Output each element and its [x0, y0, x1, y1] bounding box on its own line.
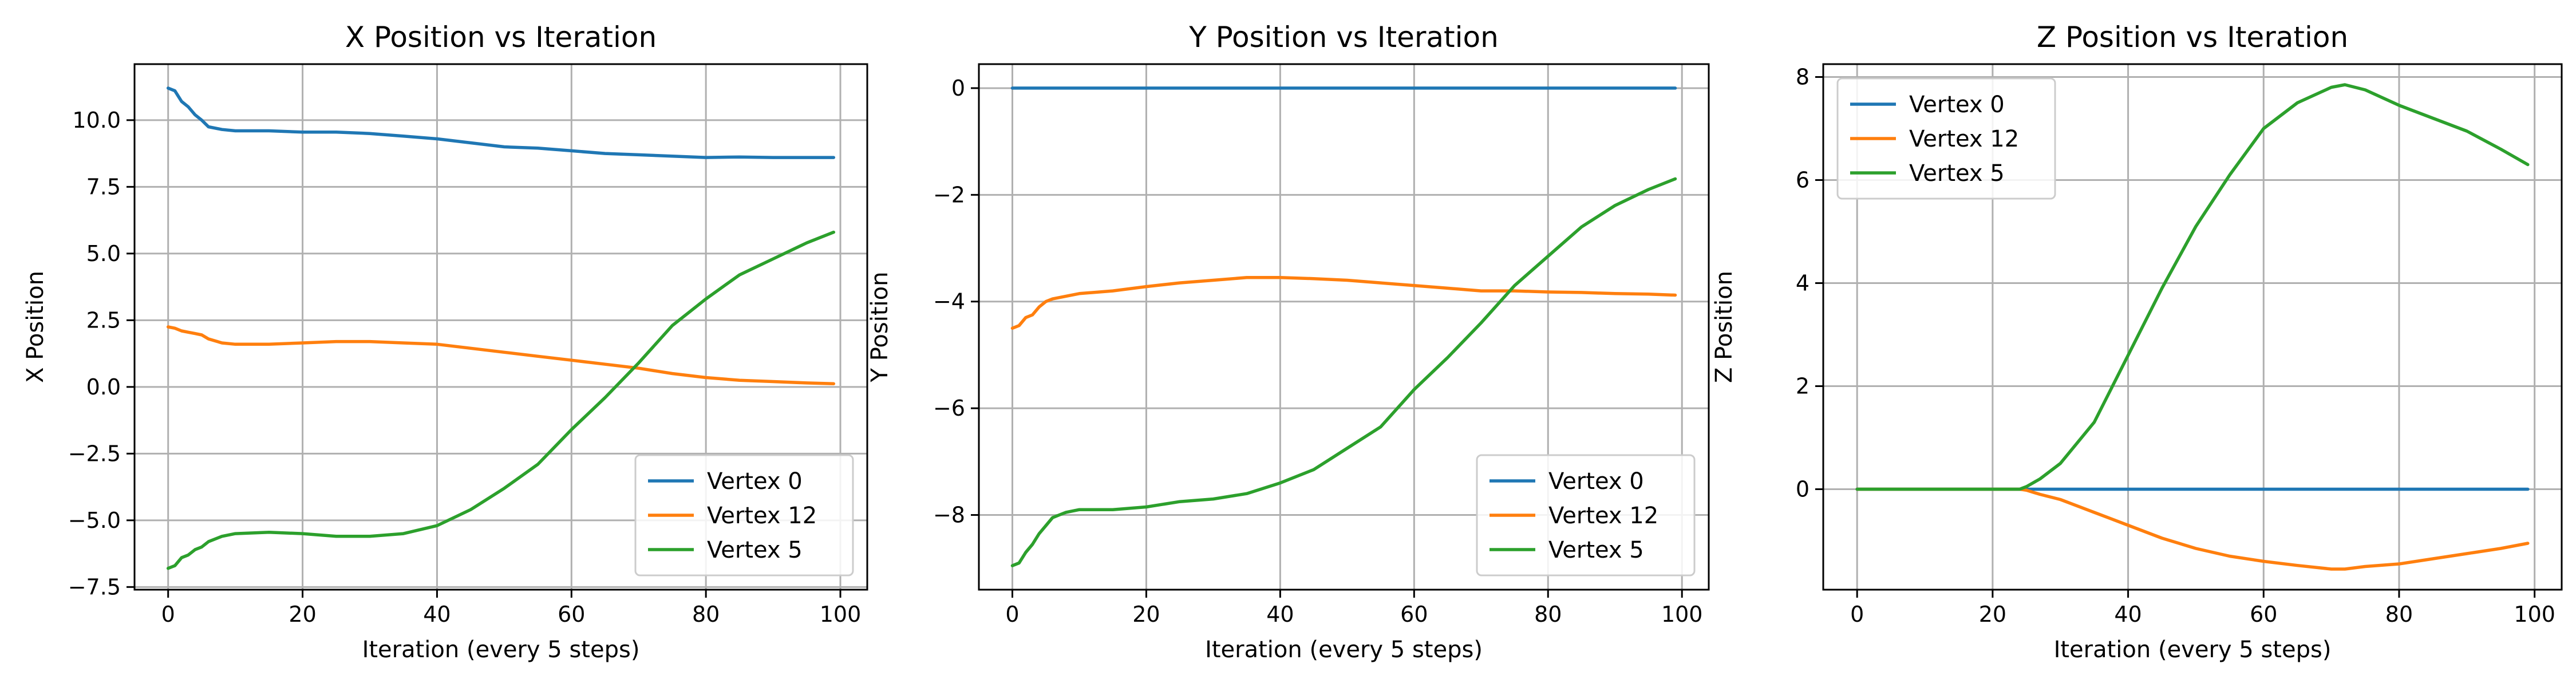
x-tick-label: 60 [2250, 602, 2277, 627]
y-tick-label: 2.5 [86, 307, 121, 333]
series-line-vertex-12 [1855, 487, 2530, 571]
plot-frame [978, 63, 1710, 591]
y-tick-label: 5.0 [86, 241, 121, 266]
x-axis-label: Iteration (every 5 steps) [362, 637, 640, 663]
series-group [1010, 86, 1677, 567]
x-tick-label: 0 [1005, 602, 1019, 627]
y-tick-label: 7.5 [86, 174, 121, 199]
y-axis-label: X Position [22, 271, 49, 383]
legend-frame [1836, 77, 2056, 200]
x-tick-label: 100 [1661, 602, 1703, 627]
series-line-vertex-12 [166, 325, 836, 386]
series-line-vertex-0 [166, 86, 836, 159]
series-line-vertex-12 [1010, 276, 1677, 330]
y-axis-label: Z Position [1711, 271, 1737, 383]
chart-panel-1: 0 20 40 60 80 100 −7.5 −5.0 −2.5 0.0 2.5 5.0 7.5 10.0… [22, 21, 868, 663]
x-tick-label: 0 [161, 602, 175, 627]
x-tick-label: 60 [558, 602, 585, 627]
y-tick-label: −5.0 [68, 508, 121, 533]
x-tick-label: 100 [2514, 602, 2555, 627]
y-tick-label: 4 [1796, 271, 1809, 296]
y-tick-label: −7.5 [68, 574, 121, 599]
legend: Vertex 0 Vertex 12 Vertex 5 [634, 454, 854, 577]
y-tick-label: 2 [1796, 374, 1809, 399]
y-tick-label: −6 [933, 396, 965, 421]
legend-frame [1476, 454, 1696, 577]
legend: Vertex 0 Vertex 12 Vertex 5 [1836, 77, 2056, 200]
legend-label: Vertex 5 [1548, 537, 1644, 563]
x-axis-label: Iteration (every 5 steps) [2054, 637, 2332, 663]
x-axis-label: Iteration (every 5 steps) [1205, 637, 1483, 663]
legend: Vertex 0 Vertex 12 Vertex 5 [1476, 454, 1696, 577]
x-tick-label: 100 [820, 602, 862, 627]
legend-label: Vertex 12 [1909, 126, 2019, 152]
series-line-vertex-5 [1855, 83, 2530, 491]
chart-panel-2: 0 20 40 60 80 100 −8 −6 −4 −2 0 Y Position vs Itera… [867, 21, 1710, 663]
series-group [1855, 83, 2530, 571]
x-tick-label: 40 [2114, 602, 2142, 627]
chart-panel-3: 0 20 40 60 80 100 0 2 4 6 8 Z Position vs Iteration… [1711, 21, 2563, 663]
y-tick-label: 0 [1796, 477, 1809, 502]
x-tick-label: 20 [1979, 602, 2006, 627]
x-tick-label: 0 [1850, 602, 1864, 627]
x-tick-label: 60 [1400, 602, 1428, 627]
y-tick-label: 0.0 [86, 374, 121, 400]
legend-label: Vertex 12 [1548, 503, 1658, 529]
y-tick-label: 8 [1796, 65, 1809, 90]
x-tick-label: 20 [289, 602, 316, 627]
y-tick-label: −4 [933, 289, 965, 314]
y-tick-label: 0 [951, 76, 965, 101]
plot-frame [1822, 63, 2563, 591]
y-tick-label: −2 [933, 182, 965, 207]
grid [135, 64, 867, 590]
series-line-vertex-5 [1010, 177, 1677, 567]
y-tick-label: −2.5 [68, 441, 121, 466]
legend-label: Vertex 5 [707, 537, 803, 563]
x-tick-label: 80 [692, 602, 720, 627]
series-line-vertex-5 [166, 230, 836, 570]
x-tick-label: 40 [423, 602, 451, 627]
legend-label: Vertex 0 [1548, 468, 1644, 495]
legend-label: Vertex 0 [707, 468, 803, 495]
x-tick-label: 80 [1534, 602, 1562, 627]
legend-label: Vertex 5 [1909, 160, 2005, 187]
legend-label: Vertex 12 [707, 503, 817, 529]
legend-frame [634, 454, 854, 577]
y-tick-label: 6 [1796, 168, 1809, 193]
legend-label: Vertex 0 [1909, 92, 2005, 118]
y-tick-label: 10.0 [72, 108, 121, 133]
chart-title: Y Position vs Iteration [1188, 21, 1499, 54]
y-axis-label: Y Position [867, 272, 893, 383]
y-tick-label: −8 [933, 503, 965, 528]
chart-title: X Position vs Iteration [345, 21, 657, 54]
x-tick-label: 40 [1266, 602, 1294, 627]
plot-frame [133, 63, 868, 591]
series-group [166, 86, 836, 570]
x-tick-label: 80 [2385, 602, 2413, 627]
x-tick-label: 20 [1132, 602, 1160, 627]
chart-title: Z Position vs Iteration [2037, 21, 2348, 54]
